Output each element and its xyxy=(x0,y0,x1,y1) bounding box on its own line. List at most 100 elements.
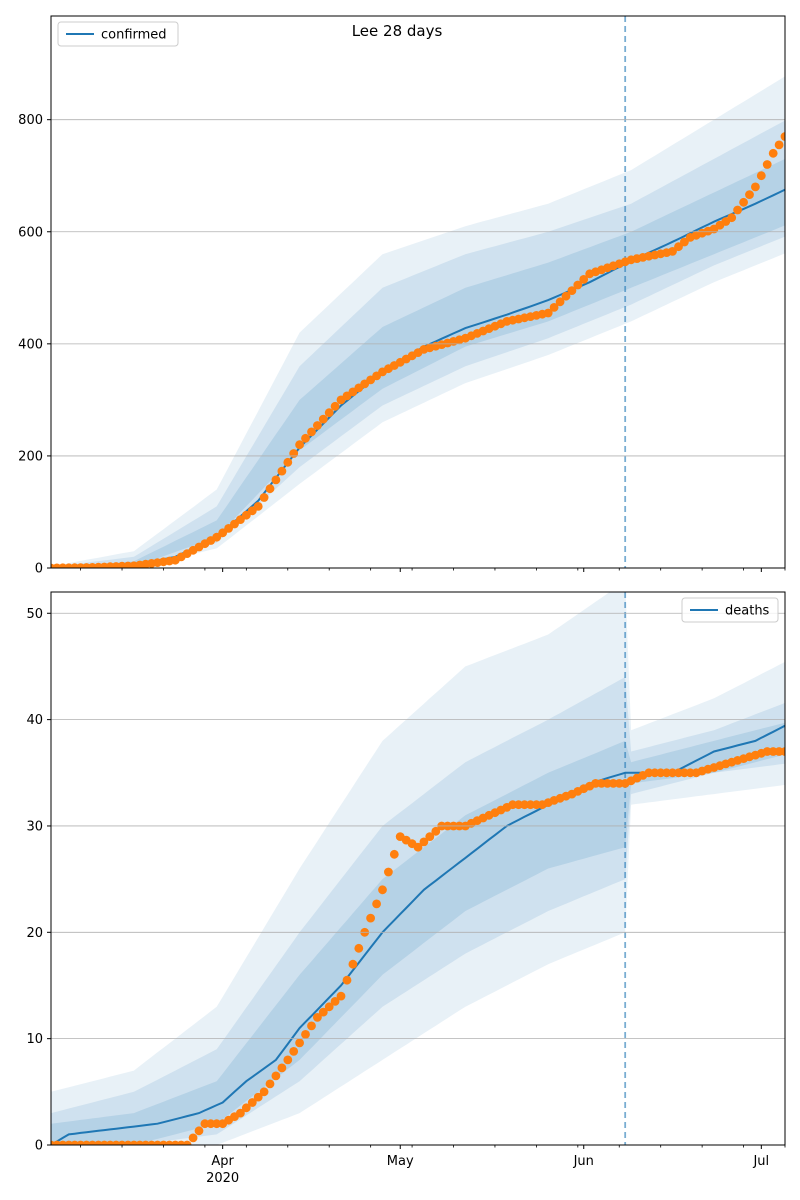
observed-point xyxy=(259,1087,269,1097)
observed-point xyxy=(318,414,328,424)
observed-point xyxy=(324,1002,334,1012)
observed-point xyxy=(543,308,553,318)
observed-point xyxy=(419,837,429,847)
y-tick-label: 0 xyxy=(35,1139,43,1154)
observed-point xyxy=(271,1071,281,1081)
observed-point xyxy=(668,247,677,256)
observed-point xyxy=(762,160,772,169)
x-tick-label: Jul xyxy=(752,1154,769,1169)
observed-point xyxy=(745,190,754,200)
observed-point xyxy=(301,433,310,443)
observed-point xyxy=(253,502,263,511)
x-tick-label: Jun xyxy=(573,1154,594,1169)
plot-area xyxy=(51,592,785,1145)
observed-point xyxy=(283,457,293,467)
axes-frame xyxy=(50,15,786,569)
y-tick-label: 30 xyxy=(26,819,43,834)
observed-point xyxy=(247,1098,257,1107)
observed-point xyxy=(277,466,287,476)
observed-point xyxy=(277,1063,287,1073)
y-tick-label: 10 xyxy=(26,1032,43,1047)
uncertainty-band-outer xyxy=(51,592,785,1145)
observed-point xyxy=(289,449,299,458)
y-tick-label: 600 xyxy=(18,225,43,240)
uncertainty-band-middle xyxy=(51,120,785,568)
observed-point xyxy=(413,842,423,852)
observed-point xyxy=(259,493,269,502)
observed-point xyxy=(733,205,742,215)
observed-point xyxy=(774,140,784,150)
legend-box xyxy=(57,21,179,47)
legend-box xyxy=(681,597,779,623)
observed-point xyxy=(188,1133,198,1143)
observed-point xyxy=(727,213,737,223)
observed-point xyxy=(680,237,689,247)
observed-point xyxy=(307,427,316,437)
legend-label: deaths xyxy=(725,604,770,619)
y-tick-label: 200 xyxy=(18,449,43,464)
observed-point xyxy=(768,148,778,158)
deaths-panel: 0 10 20 30 40 50 Apr 2020 May Jun Jul deaths xyxy=(26,591,786,1186)
observed-point xyxy=(318,1007,328,1017)
observed-point xyxy=(573,280,583,290)
observed-point xyxy=(354,943,364,953)
y-tick-label: 800 xyxy=(18,113,43,128)
observed-point xyxy=(739,197,748,207)
y-tick-label: 40 xyxy=(26,713,43,728)
y-tick-label: 50 xyxy=(26,607,43,622)
observed-point xyxy=(378,885,387,895)
y-tick-label: 0 xyxy=(35,562,43,577)
observed-point xyxy=(236,1108,245,1118)
observed-point xyxy=(579,275,589,284)
x-tick-label: May xyxy=(387,1154,414,1169)
observed-point xyxy=(324,408,334,418)
observed-point xyxy=(295,1038,304,1048)
observed-point xyxy=(241,1103,251,1113)
observed-point xyxy=(336,991,346,1001)
observed-point xyxy=(295,440,304,450)
observed-point xyxy=(313,1013,322,1022)
observed-point xyxy=(780,747,785,756)
observed-point xyxy=(567,286,577,295)
observed-point xyxy=(674,242,683,252)
observed-point xyxy=(265,484,275,494)
confirmed-panel: 0 200 400 600 800 confirmed xyxy=(18,15,786,577)
observed-point xyxy=(313,421,322,430)
observed-point xyxy=(389,849,399,859)
observed-point xyxy=(751,182,760,192)
observed-point xyxy=(265,1079,275,1089)
observed-point xyxy=(182,1140,192,1145)
observed-point xyxy=(301,1030,310,1039)
observed-point xyxy=(756,171,766,181)
observed-point xyxy=(253,1092,263,1102)
observed-point xyxy=(549,303,559,312)
observed-point xyxy=(342,975,352,985)
observed-point xyxy=(289,1047,299,1056)
observed-point xyxy=(307,1021,316,1031)
observed-point xyxy=(431,826,441,836)
observed-point xyxy=(366,913,375,923)
observed-point xyxy=(425,832,435,841)
x-tick-sublabel: 2020 xyxy=(206,1171,239,1186)
uncertainty-band-middle xyxy=(51,677,785,1145)
observed-point xyxy=(384,867,393,877)
y-tick-label: 20 xyxy=(26,926,43,941)
observed-point xyxy=(348,959,358,969)
observed-point xyxy=(271,475,281,485)
observed-point xyxy=(561,291,571,301)
chart-title: Lee 28 days xyxy=(352,22,443,40)
uncertainty-band-outer xyxy=(51,76,785,568)
legend-label: confirmed xyxy=(101,28,167,43)
observed-point xyxy=(780,132,785,141)
observed-point xyxy=(555,297,565,307)
observed-point xyxy=(372,899,381,909)
plot-area xyxy=(51,16,785,568)
observed-point xyxy=(330,997,340,1006)
observed-point xyxy=(194,1126,204,1136)
y-tick-label: 400 xyxy=(18,337,43,352)
observed-point xyxy=(330,401,340,411)
axes-frame xyxy=(50,591,786,1146)
x-tick-label: Apr xyxy=(211,1154,234,1169)
uncertainty-band-inner xyxy=(51,722,785,1145)
